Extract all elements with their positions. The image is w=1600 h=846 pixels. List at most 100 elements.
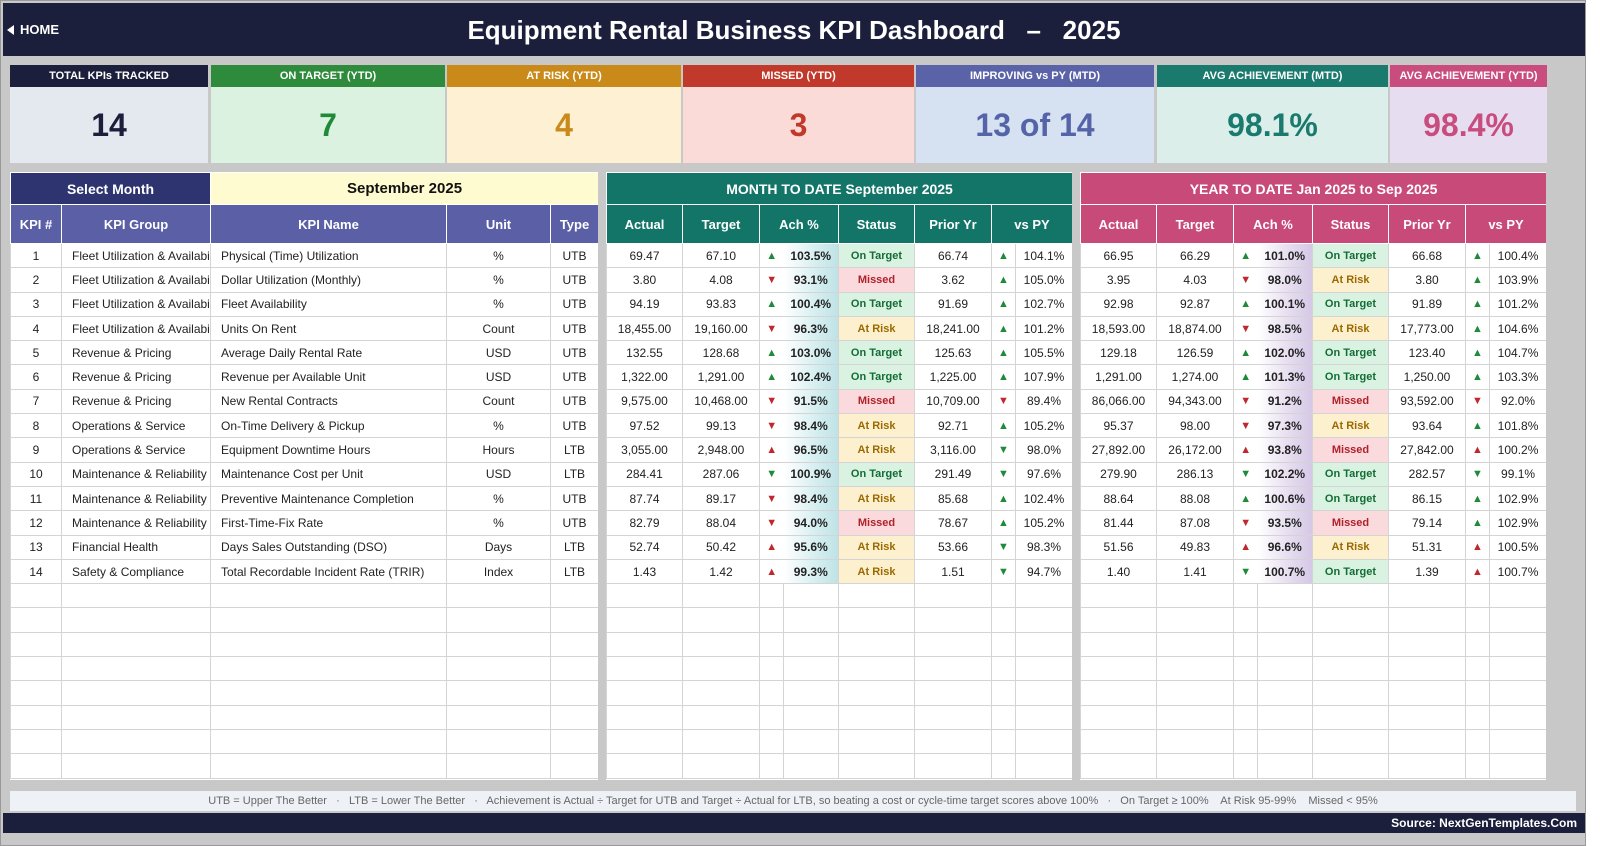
target-value: 98.00 [1156,413,1234,439]
back-arrow-icon [7,24,14,35]
trend-arrow-icon: ▲ [1465,242,1490,269]
empty-cell [1156,583,1234,609]
empty-cell [1156,607,1234,633]
table-row: 129.18 126.59 ▲ 102.0% On Target 123.40 ▲ 104.7… [1080,340,1546,366]
empty-cell [549,656,598,682]
trend-arrow-icon: ▼ [759,485,784,512]
empty-cell [1388,656,1466,682]
empty-cell [1312,704,1389,730]
column-header: Status [1312,204,1389,244]
empty-cell [10,607,62,633]
ytd-column-headers: Actual Target Ach % Status Prior Yr vs PY [1080,204,1546,244]
prior-year-value: 92.71 [914,413,992,439]
empty-cell [606,631,683,658]
empty-row [606,680,1072,706]
empty-cell [682,680,760,706]
kpi-card: AT RISK (YTD) 4 [447,65,681,163]
target-value: 1.42 [682,558,760,585]
empty-row [606,656,1072,682]
empty-cell [914,607,992,633]
empty-cell [446,753,551,779]
trend-arrow-icon: ▼ [1233,461,1258,487]
empty-cell [549,631,598,658]
table-row: 8 Operations & Service On-Time Delivery & … [10,413,598,439]
left-column-headers: KPI # KPI Group KPI Name Unit Type [10,204,598,244]
prior-year-value: 66.74 [914,242,992,269]
prior-year-value: 18,241.00 [914,315,992,342]
kpi-unit: % [446,485,551,512]
kpi-number: 14 [10,558,62,585]
empty-cell [1257,728,1313,755]
empty-cell [838,680,915,706]
target-value: 94,343.00 [1156,388,1234,415]
empty-cell [838,728,915,755]
empty-cell [1488,607,1546,633]
kpi-unit: Count [446,315,551,342]
vs-prior-year: 105.5% [1014,340,1072,366]
achievement-percent: 100.6% [1257,485,1313,512]
empty-cell [1080,728,1157,755]
empty-cell [1233,753,1258,779]
empty-cell [10,680,62,706]
column-header: KPI Group [61,204,211,244]
empty-cell [10,704,62,730]
empty-cell [1233,680,1258,706]
vs-prior-year: 100.4% [1488,242,1546,269]
kpi-number: 12 [10,510,62,536]
column-header: KPI # [10,204,62,244]
empty-cell [1488,753,1546,779]
trend-arrow-icon: ▲ [759,437,784,463]
kpi-name: Physical (Time) Utilization [210,242,447,269]
prior-year-value: 86.15 [1388,485,1466,512]
kpi-unit: % [446,413,551,439]
column-header: Actual [1080,204,1157,244]
empty-cell [1233,607,1258,633]
actual-value: 95.37 [1080,413,1157,439]
table-row: 3 Fleet Utilization & Availabil Fleet Avai… [10,291,598,317]
trend-arrow-icon: ▲ [1233,485,1258,512]
column-header: Target [1156,204,1234,244]
select-month-label: Select Month [10,172,211,205]
achievement-percent: 96.5% [783,437,839,463]
kpi-card: TOTAL KPIs TRACKED 14 [10,65,208,163]
target-value: 87.08 [1156,510,1234,536]
table-row: 88.64 88.08 ▲ 100.6% On Target 86.15 ▲ 102.9% [1080,485,1546,512]
kpi-type: UTB [549,340,598,366]
month-selector[interactable]: September 2025 [209,172,598,205]
table-row: 12 Maintenance & Reliability First-Time-Fi… [10,510,598,536]
kpi-group: Fleet Utilization & Availabil [61,315,211,342]
target-value: 67.10 [682,242,760,269]
empty-cell [1312,656,1389,682]
table-row: 94.19 93.83 ▲ 100.4% On Target 91.69 ▲ 102.7% [606,291,1072,317]
actual-value: 18,593.00 [1080,315,1157,342]
trend-arrow-icon: ▲ [759,242,784,269]
legend-note: UTB = Upper The Better · LTB = Lower The… [10,791,1576,811]
trend-arrow-icon: ▲ [1465,558,1490,585]
kpi-name: Days Sales Outstanding (DSO) [210,534,447,560]
kpi-number: 4 [10,315,62,342]
empty-cell [783,583,839,609]
trend-arrow-icon: ▲ [1233,534,1258,560]
status-badge: At Risk [838,534,915,560]
status-badge: On Target [838,242,915,269]
actual-value: 88.64 [1080,485,1157,512]
kpi-group: Revenue & Pricing [61,364,211,390]
empty-cell [1388,753,1466,779]
kpi-name: Units On Rent [210,315,447,342]
actual-value: 51.56 [1080,534,1157,560]
empty-cell [61,753,211,779]
actual-value: 86,066.00 [1080,388,1157,415]
empty-row [606,728,1072,755]
empty-cell [1156,753,1234,779]
home-button[interactable]: HOME [7,22,59,37]
empty-row [1080,680,1546,706]
kpi-card-label: MISSED (YTD) [683,65,914,87]
table-row: 66.95 66.29 ▲ 101.0% On Target 66.68 ▲ 100.4% [1080,242,1546,269]
empty-cell [682,753,760,779]
empty-cell [1465,728,1490,755]
trend-arrow-icon: ▲ [759,558,784,585]
kpi-name: Fleet Availability [210,291,447,317]
vs-prior-year: 102.7% [1014,291,1072,317]
status-badge: Missed [1312,510,1389,536]
